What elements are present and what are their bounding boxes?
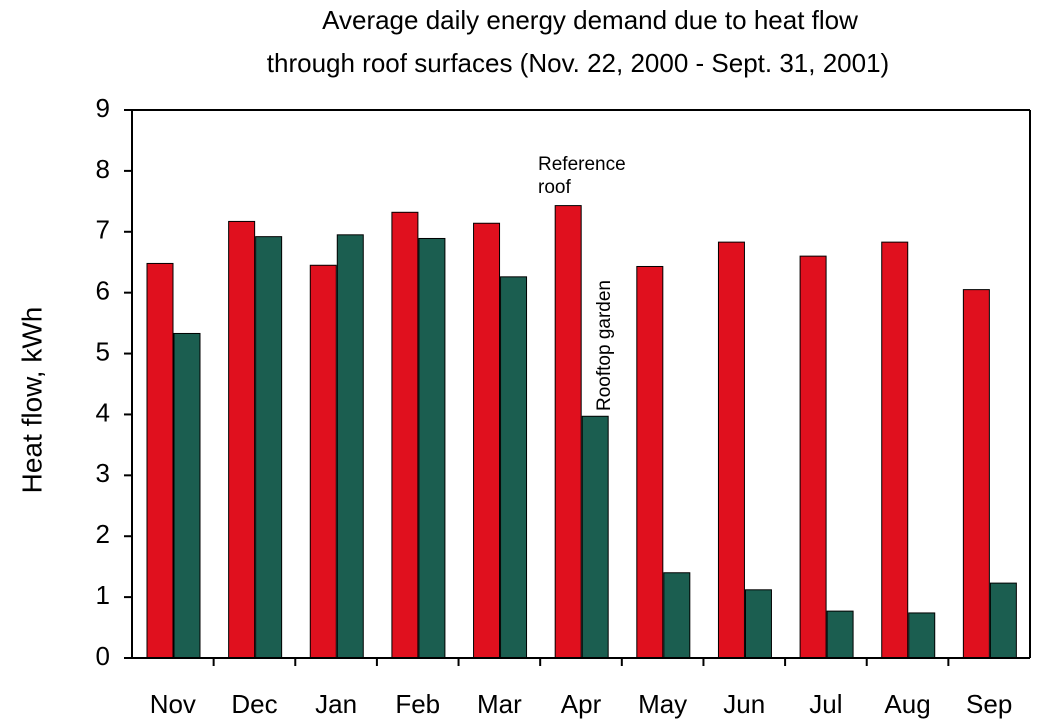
x-tick-label: Jul [809,689,842,719]
bar [908,612,936,659]
annotation: Reference [538,154,626,175]
bar [500,276,528,659]
y-tick-label: 5 [96,336,110,366]
bar [473,222,501,659]
bar [744,589,772,659]
bar [881,241,909,659]
bar [663,572,691,659]
x-tick-label: Feb [395,689,440,719]
bar [554,205,582,659]
bar [581,415,609,659]
y-tick-label: 6 [96,276,110,306]
bar [336,234,364,659]
chart-title: Average daily energy demand due to heat … [322,5,858,35]
bar [391,211,419,659]
x-tick-label: Sep [966,689,1012,719]
y-tick-label: 3 [96,458,110,488]
chart-title: through roof surfaces (Nov. 22, 2000 - S… [267,48,889,78]
bar [309,264,337,659]
bar [826,610,854,659]
y-tick-label: 9 [96,93,110,123]
y-tick-label: 2 [96,519,110,549]
bar [173,332,201,659]
x-tick-label: Mar [477,689,522,719]
bar [146,262,174,659]
y-tick-label: 1 [96,580,110,610]
x-tick-label: Apr [561,689,602,719]
bar [799,255,827,659]
x-tick-label: Jun [723,689,765,719]
x-tick-label: Dec [231,689,277,719]
bar [255,236,283,659]
x-tick-label: Nov [150,689,196,719]
y-tick-label: 0 [96,641,110,671]
x-tick-label: May [638,689,687,719]
bar [228,220,256,659]
x-tick-label: Jan [315,689,357,719]
bar [636,265,664,659]
annotation: roof [538,177,571,198]
y-tick-label: 4 [96,397,110,427]
y-tick-label: 8 [96,154,110,184]
bar [989,582,1017,659]
y-axis-label: Heat flow, kWh [16,307,47,494]
x-tick-label: Aug [884,689,930,719]
y-tick-label: 7 [96,215,110,245]
bar [962,289,990,659]
annotation: Rooftop garden [594,280,615,411]
bar [418,237,446,659]
bar [717,241,745,659]
